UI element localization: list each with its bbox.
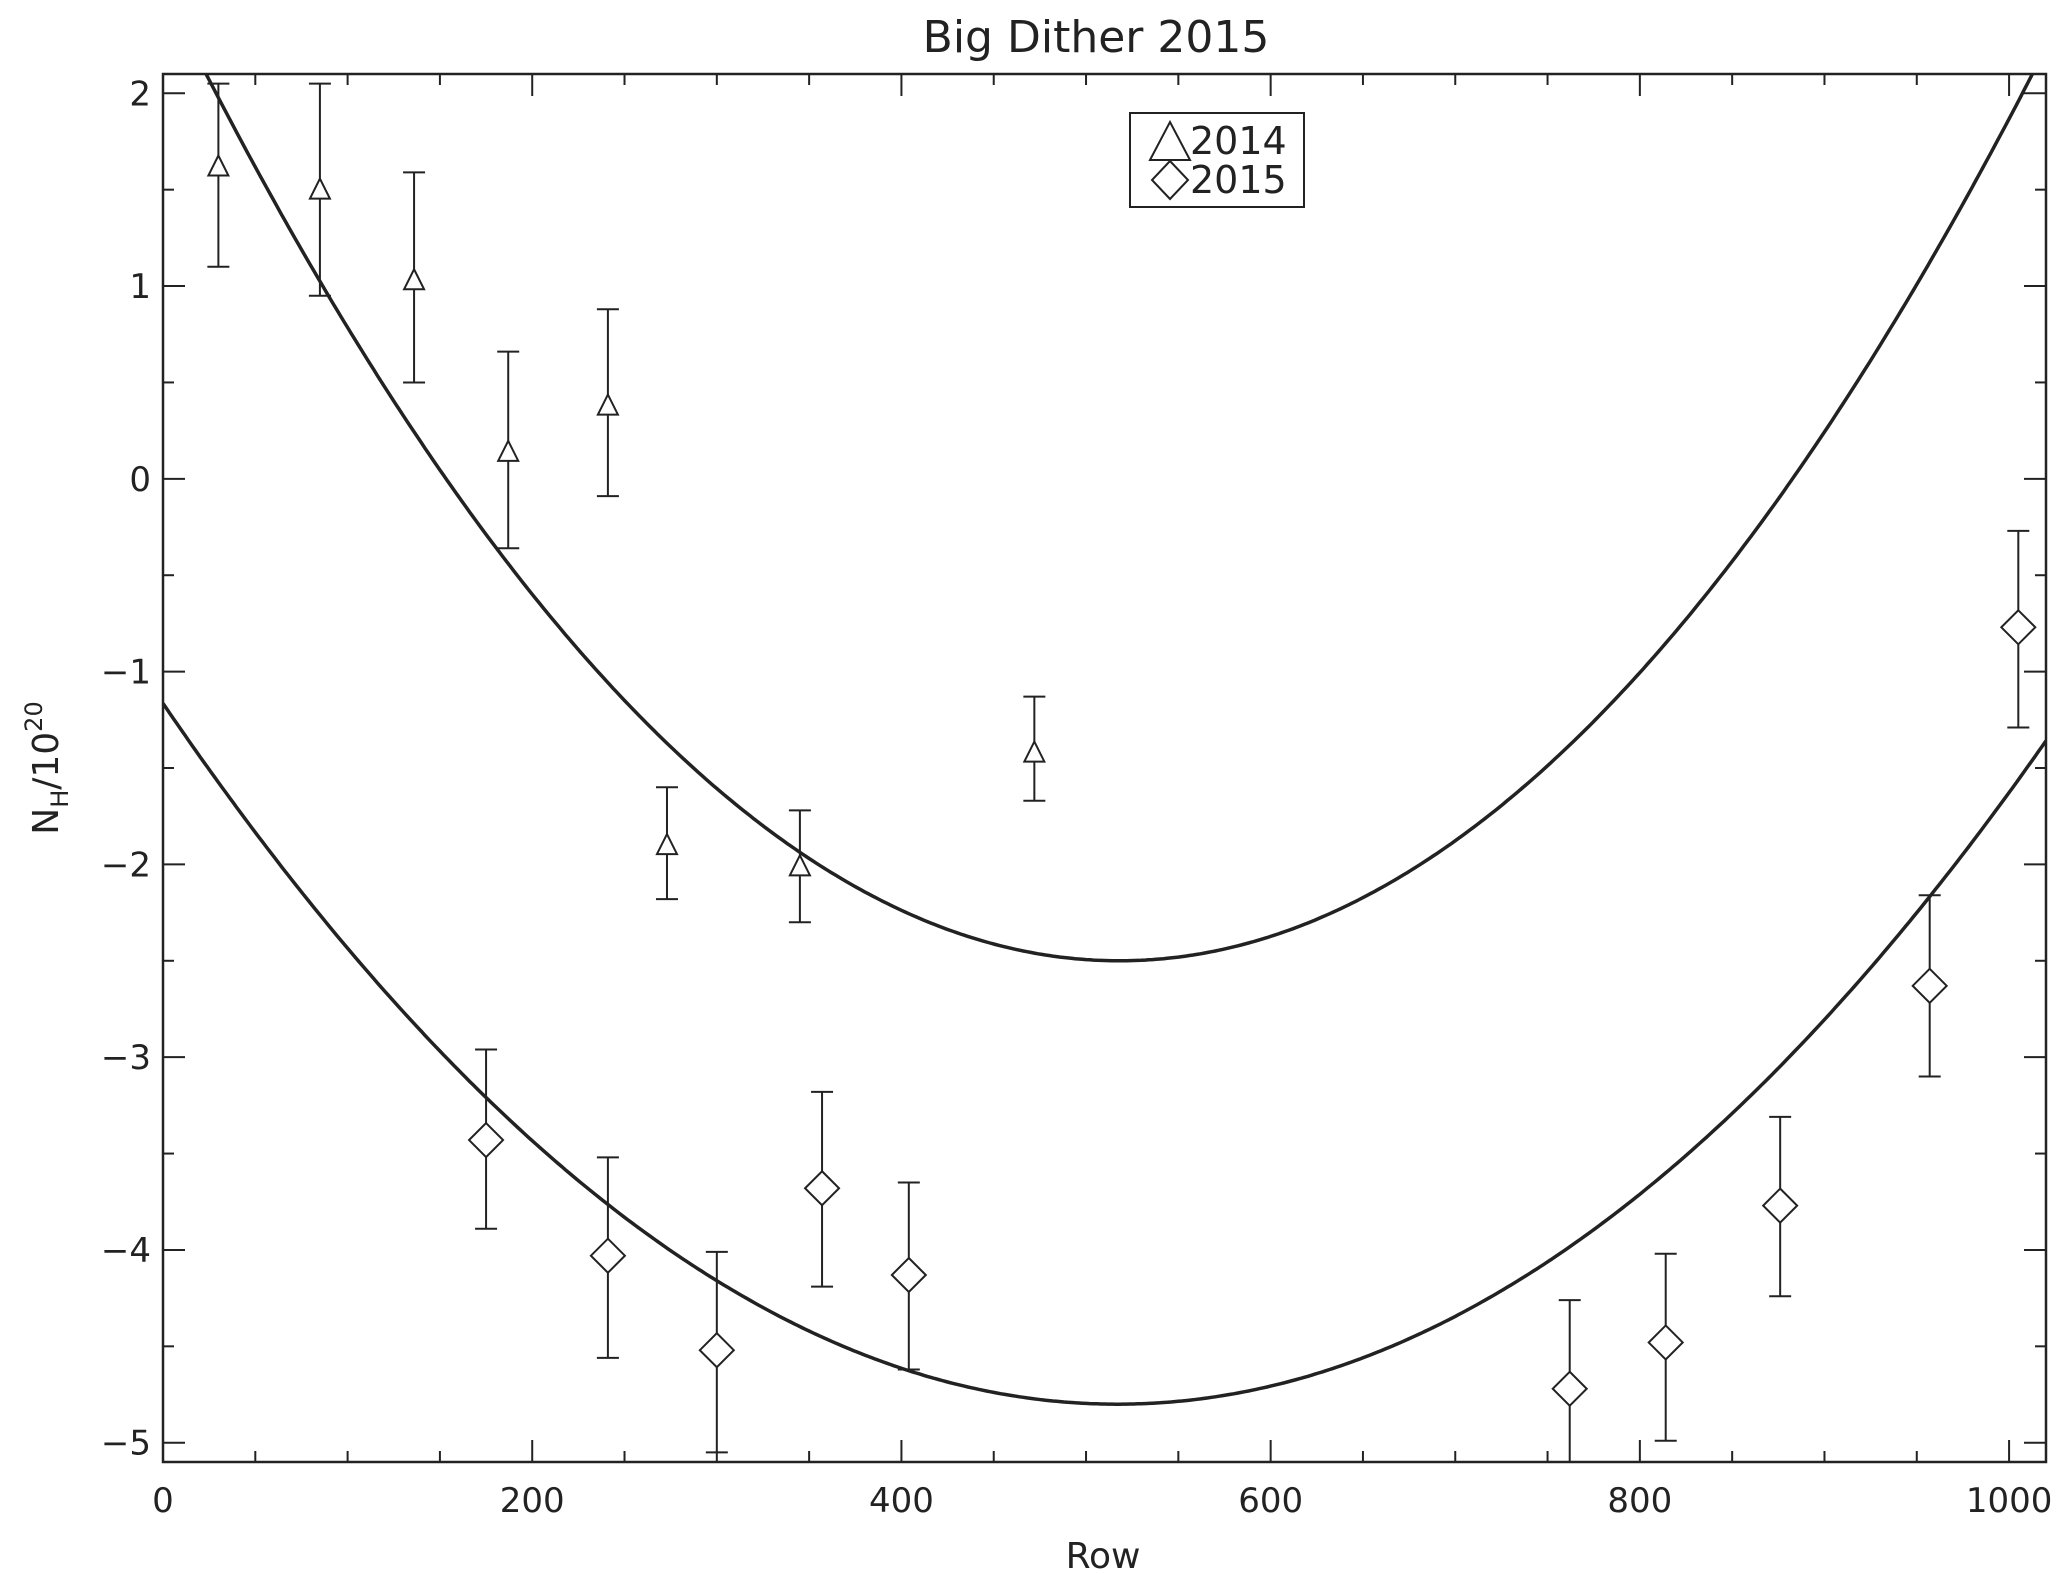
y-tick-label: −2 <box>101 845 151 885</box>
triangle-point-2014 <box>1022 739 1046 763</box>
y-tick-label: −3 <box>101 1038 151 1078</box>
y-axis-title-subscript: H <box>46 790 74 808</box>
triangle-point-2014 <box>206 153 231 177</box>
legend-label-2015: 2015 <box>1190 158 1287 202</box>
diamond-point-2015 <box>1911 967 1949 1005</box>
triangle-point-2014 <box>496 438 520 462</box>
x-tick-label: 400 <box>869 1481 934 1521</box>
legend-diamond-marker <box>1150 159 1190 201</box>
diamond-point-2015 <box>698 1331 736 1369</box>
diamond-point-2015 <box>589 1237 627 1275</box>
diamond-point-2015 <box>467 1121 505 1159</box>
diamond-point-2015 <box>1647 1324 1685 1361</box>
y-axis-title-base: N <box>26 808 67 835</box>
plot-frame <box>161 72 2048 1464</box>
fit-curve-2015 <box>163 702 2046 1406</box>
x-tick-label: 800 <box>1607 1481 1672 1521</box>
x-tick-label: 1000 <box>1966 1481 2053 1521</box>
diamond-point-2015 <box>890 1256 928 1294</box>
x-tick-label: 0 <box>152 1481 174 1521</box>
triangle-point-2014 <box>596 392 620 416</box>
y-tick-label: 2 <box>129 74 151 114</box>
y-axis-title: NH/1020 <box>20 701 74 834</box>
y-tick-label: 0 <box>129 460 151 500</box>
chart-title: Big Dither 2015 <box>923 12 1270 63</box>
y-axis-title-superscript: 20 <box>20 701 48 732</box>
diamond-point-2015 <box>1761 1187 1799 1225</box>
y-axis-title-middle: /10 <box>26 732 67 790</box>
triangle-point-2014 <box>402 267 426 291</box>
legend: 2014 2015 <box>1129 112 1305 208</box>
y-tick-label: −4 <box>101 1231 151 1271</box>
x-tick-label: 600 <box>1238 1481 1303 1521</box>
legend-label-2014: 2014 <box>1190 119 1287 163</box>
diamond-point-2015 <box>803 1169 841 1207</box>
triangle-point-2014 <box>308 176 332 200</box>
fit-curve-2014 <box>204 74 2035 963</box>
y-tick-label: −1 <box>101 653 151 693</box>
data-points <box>206 82 2037 1463</box>
triangle-point-2014 <box>788 853 812 877</box>
x-tick-label: 200 <box>500 1481 565 1521</box>
fit-curves <box>163 74 2046 1406</box>
y-tick-label: −5 <box>101 1424 151 1464</box>
triangle-point-2014 <box>655 831 679 856</box>
diamond-point-2015 <box>1551 1370 1589 1408</box>
x-axis-title: Row <box>1066 1536 1141 1577</box>
y-tick-label: 1 <box>129 267 151 307</box>
axis-ticks: 0 200 400 600 800 1000 −5 −4 −3 −2 −1 0 1 2 <box>101 74 2052 1521</box>
diamond-point-2015 <box>1999 608 2037 646</box>
